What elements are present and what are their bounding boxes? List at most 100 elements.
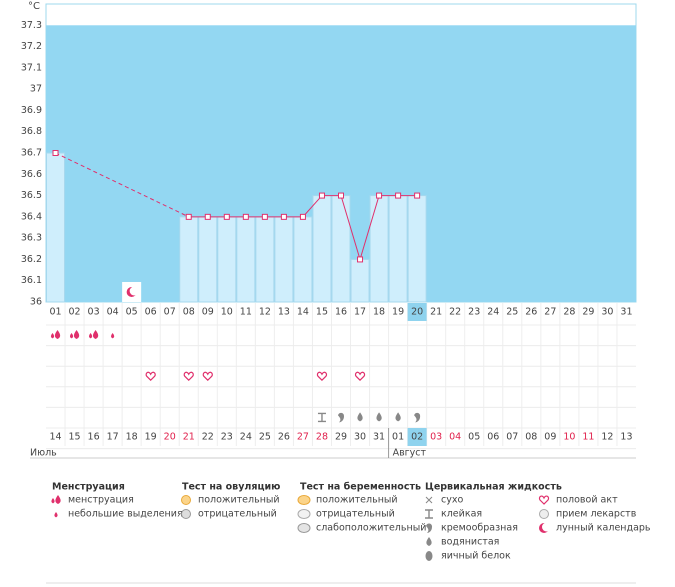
y-tick-label: 37.1: [21, 62, 42, 73]
point: [299, 213, 306, 220]
month-label: Июль: [30, 448, 57, 459]
legend-label: лунный календарь: [556, 523, 651, 534]
day-label: 29: [582, 307, 594, 318]
icon-watery: [376, 412, 382, 422]
y-tick-label: 36.4: [21, 211, 42, 222]
legend-label: яичный белок: [441, 551, 511, 562]
date-label: 09: [544, 432, 556, 443]
y-tick-label: 37: [30, 84, 42, 95]
icon-menstruation: [88, 330, 99, 339]
icon-watery: [426, 537, 432, 546]
date-label: 23: [221, 432, 233, 443]
bar: [388, 195, 408, 303]
heart: [202, 371, 213, 382]
icon-moon: [126, 286, 139, 297]
day-label: 31: [620, 307, 632, 318]
icon-intercourse: [354, 371, 366, 382]
point: [242, 213, 249, 220]
day-label: 17: [354, 307, 366, 318]
day-label: 26: [525, 307, 537, 318]
drop: [54, 330, 61, 339]
month-label: Август: [393, 448, 427, 459]
gap-connector: [55, 152, 189, 218]
drop: [88, 333, 93, 339]
icon-preg-pos: [297, 495, 311, 505]
day-label: 07: [164, 307, 176, 318]
icon-creamy: [414, 412, 421, 423]
day-label: 12: [259, 307, 271, 318]
drop: [55, 495, 61, 504]
legend-label: клейкая: [441, 509, 482, 520]
y-tick-label: 36.5: [21, 190, 42, 201]
date-label: 15: [69, 432, 81, 443]
date-label: 07: [506, 432, 518, 443]
icon-preg-weak: [297, 523, 311, 533]
icon-creamy: [338, 412, 345, 423]
icon-preg-neg: [297, 509, 311, 519]
day-label: 18: [373, 307, 385, 318]
legend-label: менструация: [68, 495, 134, 506]
heart: [145, 371, 156, 382]
point: [338, 192, 344, 199]
day-label: 24: [487, 307, 499, 318]
day-label: 27: [544, 307, 556, 318]
day-label: 23: [468, 307, 480, 318]
date-label: 31: [373, 432, 385, 443]
icon-menstruation: [50, 330, 61, 339]
legend-title: Цервикальная жидкость: [425, 482, 562, 493]
moon-cut: [542, 522, 551, 532]
icon-intercourse: [316, 371, 328, 382]
icon-medication: [539, 509, 549, 519]
cross: [425, 496, 433, 504]
date-label: 18: [126, 432, 138, 443]
day-label: 04: [107, 307, 119, 318]
icon-menstruation: [69, 330, 80, 339]
legend-label: слабоположительный: [316, 523, 426, 534]
drop: [51, 498, 55, 504]
drop: [395, 412, 401, 422]
date-label: 30: [354, 432, 366, 443]
legend-title: Тест на беременность: [300, 482, 421, 493]
date-label: 10: [563, 432, 575, 443]
drop: [50, 333, 55, 339]
icon-dry: [425, 496, 433, 504]
icon-ovu-neg: [181, 509, 191, 519]
day-label: 14: [297, 307, 309, 318]
dot: [181, 495, 191, 505]
drop: [92, 330, 99, 339]
day-label: 25: [506, 307, 518, 318]
icon-intercourse: [145, 371, 156, 382]
bar: [179, 216, 199, 303]
icon-spotting: [111, 333, 115, 339]
date-label: 21: [183, 432, 195, 443]
date-label: 02: [411, 432, 423, 443]
y-tick-label: 36.9: [21, 105, 42, 116]
drop: [357, 412, 363, 422]
point: [414, 192, 421, 199]
point: [280, 213, 287, 220]
day-label: 19: [392, 307, 404, 318]
comma: [414, 412, 421, 423]
day-label: 08: [183, 307, 195, 318]
date-label: 19: [145, 432, 157, 443]
dot: [297, 523, 311, 533]
day-label: 30: [601, 307, 613, 318]
date-label: 14: [49, 432, 61, 443]
bar: [331, 195, 351, 303]
highlight-cell: [407, 428, 427, 446]
icon-intercourse: [202, 371, 213, 382]
legend-label: половой акт: [556, 495, 618, 506]
date-label: 20: [164, 432, 176, 443]
drop: [111, 333, 115, 339]
date-label: 04: [449, 432, 461, 443]
day-label: 02: [69, 307, 81, 318]
date-label: 06: [487, 432, 499, 443]
y-tick-label: 36.2: [21, 254, 42, 265]
icon-intercourse: [538, 495, 550, 505]
day-label: 28: [563, 307, 575, 318]
y-tick-label: 36.3: [21, 233, 42, 244]
legend-label: положительный: [316, 495, 398, 506]
legend-label: кремообразная: [441, 523, 518, 534]
y-tick-label: 36.1: [21, 275, 42, 286]
comma: [426, 523, 433, 533]
